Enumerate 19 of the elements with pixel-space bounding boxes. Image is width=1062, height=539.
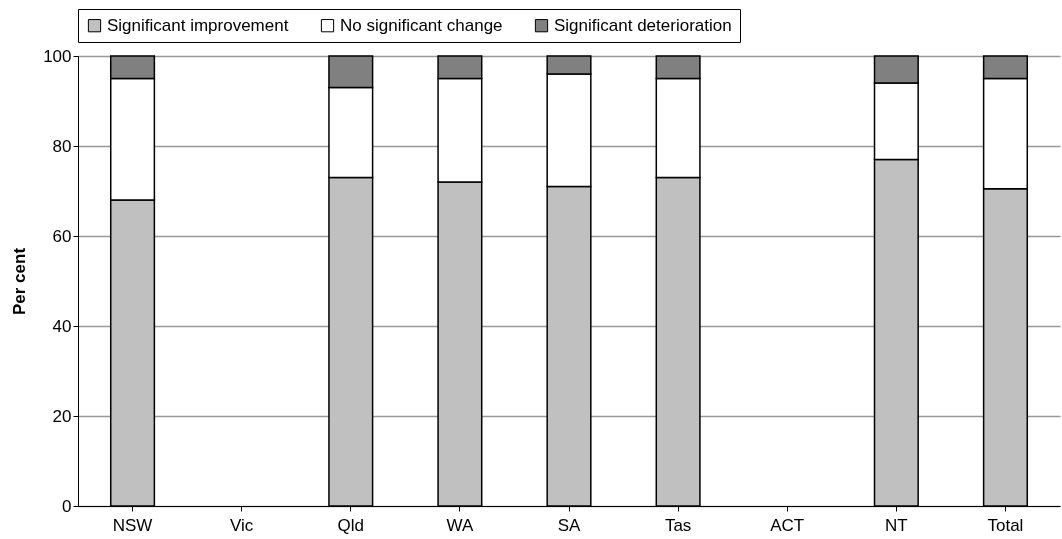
legend-label: Significant improvement [107, 15, 289, 35]
y-axis-title: Per cent [10, 247, 30, 316]
x-tick-label: Total [987, 515, 1024, 535]
legend-label: No significant change [340, 15, 503, 35]
x-tick-label: ACT [770, 515, 805, 535]
y-tick-label: 20 [52, 406, 72, 426]
y-tick-label: 40 [52, 316, 72, 336]
y-tick-label: 100 [43, 46, 72, 66]
x-tick-label: NSW [112, 515, 153, 535]
x-tick-label: Tas [664, 515, 692, 535]
x-tick-label: Vic [230, 515, 254, 535]
y-tick-label: 60 [52, 226, 72, 246]
x-tick-label: Qld [337, 515, 365, 535]
x-tick-label: WA [446, 515, 474, 535]
x-tick-label: SA [557, 515, 581, 535]
x-tick-label: NT [885, 515, 908, 535]
y-tick-label: 80 [52, 136, 72, 156]
y-tick-label: 0 [62, 496, 72, 516]
legend-label: Significant deterioration [554, 15, 732, 35]
